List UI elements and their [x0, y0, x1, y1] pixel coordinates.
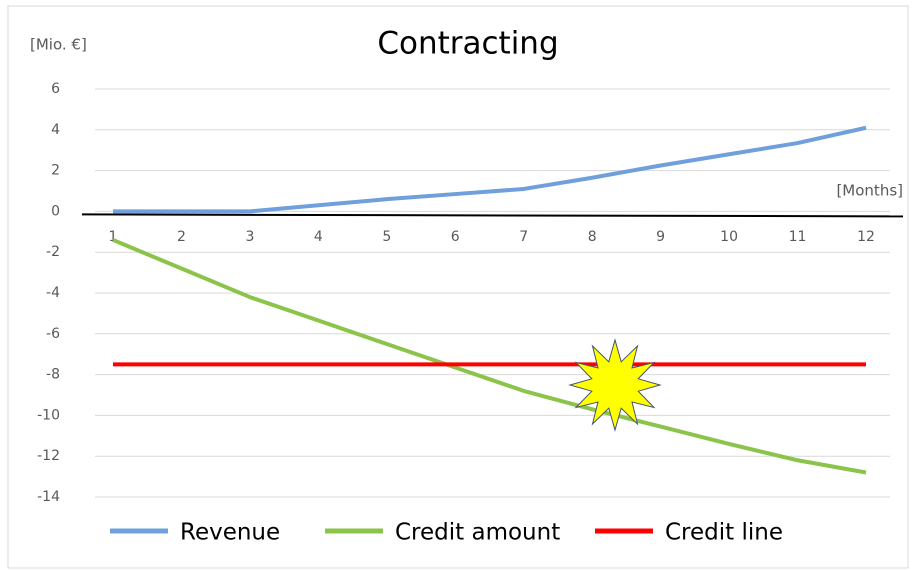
x-tick-label: 3 [245, 229, 254, 245]
x-tick-label: 8 [588, 229, 597, 245]
y-tick-label: -6 [46, 326, 60, 342]
y-tick-label: 2 [51, 163, 60, 179]
x-tick-label: 10 [720, 229, 738, 245]
series-line [112, 238, 867, 475]
y-tick-label: -2 [46, 244, 60, 260]
y-tick-label: 0 [51, 203, 60, 219]
y-tick-label: -10 [37, 407, 60, 423]
y-tick-label: -14 [37, 489, 60, 505]
legend-label: Credit amount [395, 520, 560, 546]
x-tick-label: 5 [382, 229, 391, 245]
y-tick-label: 4 [51, 122, 60, 138]
explosion-icon [568, 338, 662, 432]
x-tick-label: 7 [519, 229, 528, 245]
y-axis-label: [Mio. €] [30, 36, 87, 54]
series-line [113, 125, 867, 214]
x-axis-label: [Months] [836, 182, 903, 200]
x-tick-label: 11 [789, 229, 807, 245]
chart-title: Contracting [377, 26, 558, 62]
chart-border [7, 5, 909, 569]
x-tick-label: 6 [451, 229, 460, 245]
y-tick-label: -4 [46, 285, 60, 301]
y-tick-label: -12 [37, 448, 60, 464]
y-tick-label: 6 [51, 81, 60, 97]
x-tick-label: 4 [314, 229, 323, 245]
x-tick-label: 2 [177, 229, 186, 245]
x-axis-line [81, 213, 904, 218]
legend: Revenue Credit amount Credit line [110, 520, 783, 546]
x-tick-label: 9 [656, 229, 665, 245]
y-tick-label: -8 [46, 367, 60, 383]
x-tick-label: 1 [109, 229, 118, 245]
legend-label: Credit line [665, 520, 783, 546]
legend-label: Revenue [180, 520, 280, 546]
x-tick-label: 12 [857, 229, 875, 245]
